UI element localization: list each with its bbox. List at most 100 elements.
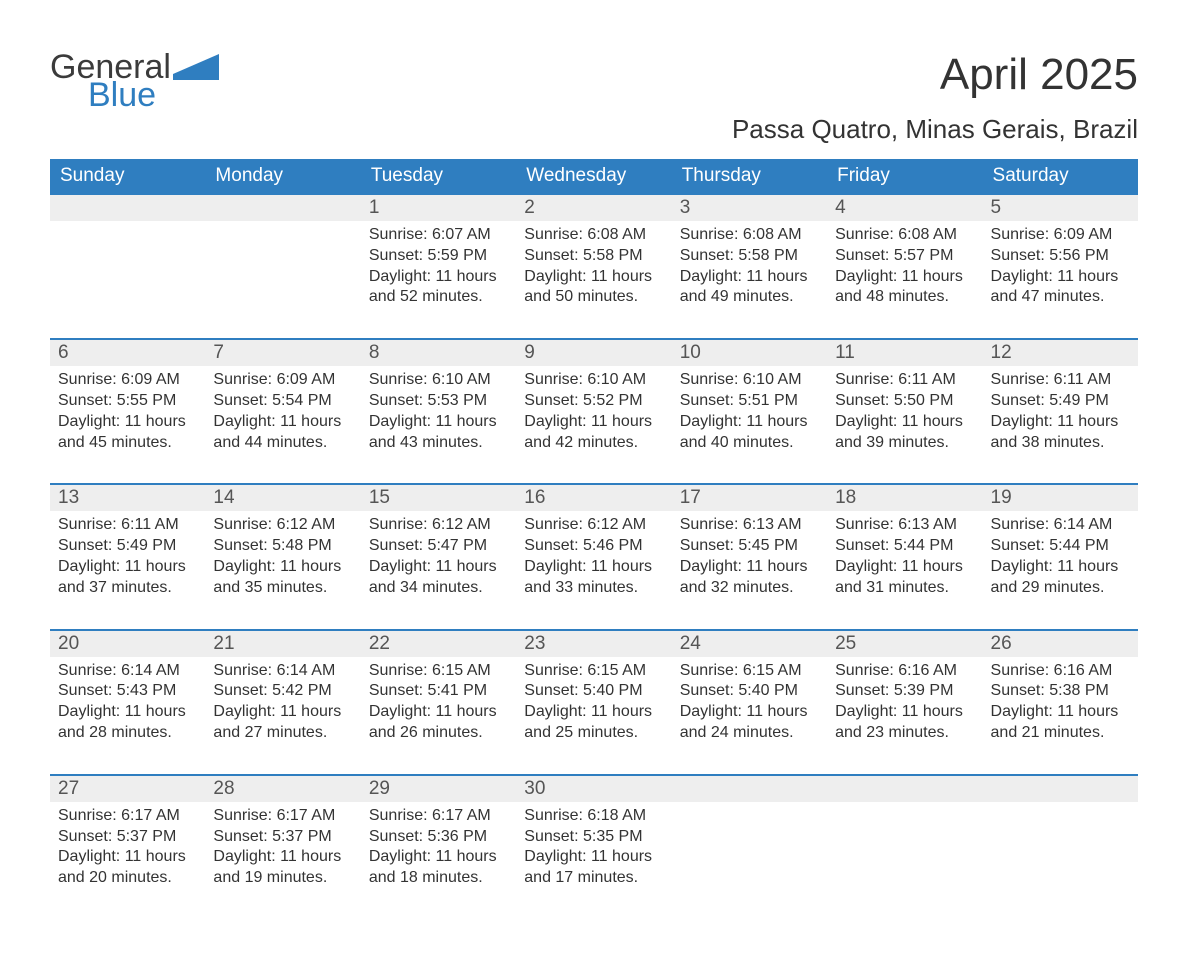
sunrise-line: Sunrise: 6:18 AM <box>524 806 663 827</box>
calendar-cell: 11Sunrise: 6:11 AMSunset: 5:50 PMDayligh… <box>827 338 982 483</box>
day-content: Sunrise: 6:18 AMSunset: 5:35 PMDaylight:… <box>516 802 671 919</box>
day-content: Sunrise: 6:15 AMSunset: 5:40 PMDaylight:… <box>672 657 827 774</box>
day-number: 20 <box>50 631 205 657</box>
logo-word2: Blue <box>88 78 156 112</box>
calendar-cell: 26Sunrise: 6:16 AMSunset: 5:38 PMDayligh… <box>983 629 1138 774</box>
daylight-line: Daylight: 11 hours and 39 minutes. <box>835 412 974 454</box>
calendar-cell: 9Sunrise: 6:10 AMSunset: 5:52 PMDaylight… <box>516 338 671 483</box>
daylight-line: Daylight: 11 hours and 40 minutes. <box>680 412 819 454</box>
daylight-line: Daylight: 11 hours and 49 minutes. <box>680 267 819 309</box>
day-content: Sunrise: 6:17 AMSunset: 5:36 PMDaylight:… <box>361 802 516 919</box>
sunset-line: Sunset: 5:45 PM <box>680 536 819 557</box>
day-number: 24 <box>672 631 827 657</box>
sunset-line: Sunset: 5:41 PM <box>369 681 508 702</box>
day-content: Sunrise: 6:09 AMSunset: 5:56 PMDaylight:… <box>983 221 1138 338</box>
sunset-line: Sunset: 5:49 PM <box>991 391 1130 412</box>
sunset-line: Sunset: 5:42 PM <box>213 681 352 702</box>
calendar-cell: 16Sunrise: 6:12 AMSunset: 5:46 PMDayligh… <box>516 483 671 628</box>
sunset-line: Sunset: 5:55 PM <box>58 391 197 412</box>
page-title: April 2025 <box>732 50 1138 100</box>
calendar-cell <box>205 193 360 338</box>
daylight-line: Daylight: 11 hours and 18 minutes. <box>369 847 508 889</box>
daylight-line: Daylight: 11 hours and 38 minutes. <box>991 412 1130 454</box>
day-number: 23 <box>516 631 671 657</box>
daylight-line: Daylight: 11 hours and 28 minutes. <box>58 702 197 744</box>
weekday-header: Wednesday <box>516 159 671 193</box>
daylight-line: Daylight: 11 hours and 31 minutes. <box>835 557 974 599</box>
sunset-line: Sunset: 5:44 PM <box>991 536 1130 557</box>
day-number: 5 <box>983 195 1138 221</box>
calendar-page: General Blue April 2025 Passa Quatro, Mi… <box>0 0 1188 959</box>
day-number: 11 <box>827 340 982 366</box>
calendar-cell <box>983 774 1138 919</box>
weekday-header: Monday <box>205 159 360 193</box>
day-content: Sunrise: 6:15 AMSunset: 5:41 PMDaylight:… <box>361 657 516 774</box>
day-content: Sunrise: 6:08 AMSunset: 5:58 PMDaylight:… <box>672 221 827 338</box>
sunrise-line: Sunrise: 6:15 AM <box>680 661 819 682</box>
day-number: 2 <box>516 195 671 221</box>
day-content: Sunrise: 6:10 AMSunset: 5:52 PMDaylight:… <box>516 366 671 483</box>
day-content: Sunrise: 6:10 AMSunset: 5:51 PMDaylight:… <box>672 366 827 483</box>
daylight-line: Daylight: 11 hours and 34 minutes. <box>369 557 508 599</box>
calendar-cell: 25Sunrise: 6:16 AMSunset: 5:39 PMDayligh… <box>827 629 982 774</box>
sunrise-line: Sunrise: 6:17 AM <box>58 806 197 827</box>
sunset-line: Sunset: 5:36 PM <box>369 827 508 848</box>
day-content: Sunrise: 6:17 AMSunset: 5:37 PMDaylight:… <box>205 802 360 919</box>
sunset-line: Sunset: 5:37 PM <box>213 827 352 848</box>
day-number: 27 <box>50 776 205 802</box>
daylight-line: Daylight: 11 hours and 48 minutes. <box>835 267 974 309</box>
day-number: 14 <box>205 485 360 511</box>
calendar-cell <box>672 774 827 919</box>
sunrise-line: Sunrise: 6:12 AM <box>524 515 663 536</box>
sunset-line: Sunset: 5:43 PM <box>58 681 197 702</box>
calendar-cell: 12Sunrise: 6:11 AMSunset: 5:49 PMDayligh… <box>983 338 1138 483</box>
sunrise-line: Sunrise: 6:16 AM <box>991 661 1130 682</box>
day-content: Sunrise: 6:11 AMSunset: 5:49 PMDaylight:… <box>983 366 1138 483</box>
sunset-line: Sunset: 5:53 PM <box>369 391 508 412</box>
sunset-line: Sunset: 5:51 PM <box>680 391 819 412</box>
sunrise-line: Sunrise: 6:12 AM <box>369 515 508 536</box>
day-content: Sunrise: 6:14 AMSunset: 5:43 PMDaylight:… <box>50 657 205 774</box>
calendar-cell: 8Sunrise: 6:10 AMSunset: 5:53 PMDaylight… <box>361 338 516 483</box>
day-number: 29 <box>361 776 516 802</box>
sunset-line: Sunset: 5:58 PM <box>524 246 663 267</box>
day-content: Sunrise: 6:08 AMSunset: 5:57 PMDaylight:… <box>827 221 982 338</box>
daylight-line: Daylight: 11 hours and 42 minutes. <box>524 412 663 454</box>
sunrise-line: Sunrise: 6:17 AM <box>213 806 352 827</box>
day-content: Sunrise: 6:13 AMSunset: 5:44 PMDaylight:… <box>827 511 982 628</box>
calendar-cell: 5Sunrise: 6:09 AMSunset: 5:56 PMDaylight… <box>983 193 1138 338</box>
calendar-cell <box>50 193 205 338</box>
day-number: 3 <box>672 195 827 221</box>
day-content: Sunrise: 6:10 AMSunset: 5:53 PMDaylight:… <box>361 366 516 483</box>
day-number: 16 <box>516 485 671 511</box>
sunrise-line: Sunrise: 6:07 AM <box>369 225 508 246</box>
sunrise-line: Sunrise: 6:09 AM <box>991 225 1130 246</box>
day-number: 19 <box>983 485 1138 511</box>
day-content: Sunrise: 6:16 AMSunset: 5:39 PMDaylight:… <box>827 657 982 774</box>
logo: General Blue <box>50 50 219 112</box>
sunrise-line: Sunrise: 6:09 AM <box>213 370 352 391</box>
calendar-cell <box>827 774 982 919</box>
weekday-header: Tuesday <box>361 159 516 193</box>
sunset-line: Sunset: 5:56 PM <box>991 246 1130 267</box>
sunrise-line: Sunrise: 6:11 AM <box>58 515 197 536</box>
sunrise-line: Sunrise: 6:12 AM <box>213 515 352 536</box>
calendar-cell: 15Sunrise: 6:12 AMSunset: 5:47 PMDayligh… <box>361 483 516 628</box>
calendar-cell: 17Sunrise: 6:13 AMSunset: 5:45 PMDayligh… <box>672 483 827 628</box>
weekday-header: Thursday <box>672 159 827 193</box>
sunrise-line: Sunrise: 6:11 AM <box>991 370 1130 391</box>
calendar-week: 27Sunrise: 6:17 AMSunset: 5:37 PMDayligh… <box>50 774 1138 919</box>
day-content: Sunrise: 6:12 AMSunset: 5:46 PMDaylight:… <box>516 511 671 628</box>
sunset-line: Sunset: 5:40 PM <box>680 681 819 702</box>
day-number: 17 <box>672 485 827 511</box>
sunrise-line: Sunrise: 6:13 AM <box>835 515 974 536</box>
day-content: Sunrise: 6:16 AMSunset: 5:38 PMDaylight:… <box>983 657 1138 774</box>
sunrise-line: Sunrise: 6:15 AM <box>369 661 508 682</box>
sunset-line: Sunset: 5:40 PM <box>524 681 663 702</box>
day-number: 4 <box>827 195 982 221</box>
sunset-line: Sunset: 5:48 PM <box>213 536 352 557</box>
daylight-line: Daylight: 11 hours and 20 minutes. <box>58 847 197 889</box>
sunset-line: Sunset: 5:52 PM <box>524 391 663 412</box>
day-content: Sunrise: 6:09 AMSunset: 5:54 PMDaylight:… <box>205 366 360 483</box>
day-number: 6 <box>50 340 205 366</box>
